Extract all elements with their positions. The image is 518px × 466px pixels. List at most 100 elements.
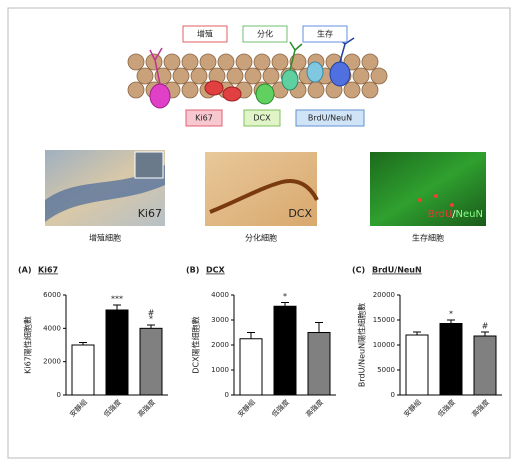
panel-title: BrdU/NeuN [372, 266, 422, 275]
y-tick-label: 2000 [211, 341, 229, 349]
bar [273, 305, 297, 396]
cell [289, 53, 307, 71]
label-green: NeuN [456, 209, 483, 220]
image-inset [134, 151, 164, 179]
y-tick-label: 6000 [43, 291, 61, 299]
y-tick-label: 0 [57, 391, 61, 399]
y-tick-label: 20000 [373, 291, 395, 299]
cell [190, 67, 208, 85]
bar [439, 323, 463, 396]
cell [307, 81, 325, 99]
cell [271, 53, 289, 71]
cell [226, 67, 244, 85]
cell [172, 67, 190, 85]
cell [370, 67, 388, 85]
marker-label: DCX [253, 114, 271, 123]
cell-proliferating [149, 83, 171, 109]
cell-differentiating [281, 69, 299, 91]
micrograph: DCX 分化細胞 [205, 152, 319, 243]
cell [244, 67, 262, 85]
dendrite [289, 41, 303, 71]
cell-red [222, 86, 242, 102]
stage-label: 分化 [257, 29, 273, 39]
cell [181, 81, 199, 99]
bar [239, 338, 263, 396]
label-sep: / [452, 209, 456, 220]
image-dot [450, 203, 454, 207]
stage-box [182, 25, 228, 43]
y-tick-label: 4000 [211, 291, 229, 299]
cell [361, 53, 379, 71]
image [370, 152, 486, 226]
significance-mark: * [449, 310, 453, 319]
y-axis-label: BrdU/NeuN陽性細胞數 [357, 303, 367, 387]
bar [405, 334, 429, 396]
micrograph: Ki67 增殖細胞 [45, 150, 165, 243]
panel-label: (C) [352, 266, 365, 275]
stage-label: 增殖 [197, 29, 213, 39]
bar [473, 335, 497, 396]
panel-label: (B) [186, 266, 199, 275]
marker-box [243, 109, 281, 127]
image-label: DCX [288, 207, 312, 220]
cell [199, 53, 217, 71]
cell [127, 53, 145, 71]
cell [262, 67, 280, 85]
y-tick-label: 0 [391, 391, 395, 399]
micrograph: BrdU/NeuN 生存細胞 [370, 152, 486, 243]
significance-mark: * [283, 292, 287, 301]
y-tick-label: 4000 [43, 324, 61, 332]
cell-diagram: 增殖 分化 生存 Ki67 DCX BrdU/NeuN [127, 25, 388, 127]
panel-label: (A) [18, 266, 32, 275]
image-dot [434, 194, 438, 198]
y-tick-label: 1000 [211, 366, 229, 374]
y-tick-label: 2000 [43, 358, 61, 366]
cell-surviving [329, 61, 351, 87]
marker-label: Ki67 [195, 114, 213, 123]
dendrite [149, 47, 163, 85]
bar [307, 332, 331, 396]
y-tick-label: 5000 [377, 366, 395, 374]
significance-mark: *** [111, 295, 123, 304]
cell [181, 53, 199, 71]
significance-mark: # [482, 322, 489, 331]
y-tick-label: 10000 [373, 341, 395, 349]
image-dot [418, 198, 422, 202]
image-label: Ki67 [138, 207, 162, 220]
panel-title: DCX [206, 266, 226, 275]
stage-box [302, 25, 348, 43]
significance-mark: # [148, 309, 155, 318]
cell [253, 53, 271, 71]
cell [352, 67, 370, 85]
cell [163, 53, 181, 71]
marker-box [185, 109, 223, 127]
label-red: BrdU [428, 209, 452, 220]
bar [105, 309, 129, 396]
cell [127, 81, 145, 99]
stage-label: 生存 [317, 29, 333, 39]
marker-label: BrdU/NeuN [308, 114, 352, 123]
panel-title: Ki67 [38, 266, 58, 275]
cell [136, 67, 154, 85]
cell [343, 81, 361, 99]
stage-box [242, 25, 288, 43]
y-axis-label: DCX陽性細胞數 [191, 316, 201, 373]
cell [361, 81, 379, 99]
y-tick-label: 15000 [373, 316, 395, 324]
image-texture [209, 179, 319, 214]
image-texture [45, 165, 165, 222]
image-caption: 生存細胞 [412, 233, 444, 243]
bar [139, 327, 163, 396]
image-caption: 增殖細胞 [89, 233, 121, 243]
y-tick-label: 3000 [211, 316, 229, 324]
image-label: BrdU/NeuN [428, 209, 483, 220]
cell [145, 53, 163, 71]
cell [217, 53, 235, 71]
bar [71, 344, 95, 396]
cell [235, 53, 253, 71]
cell-red [204, 80, 224, 96]
cell-surviving [306, 61, 324, 83]
y-axis-label: Ki67陽性細胞數 [23, 316, 33, 374]
significance-mark: * [149, 315, 153, 324]
